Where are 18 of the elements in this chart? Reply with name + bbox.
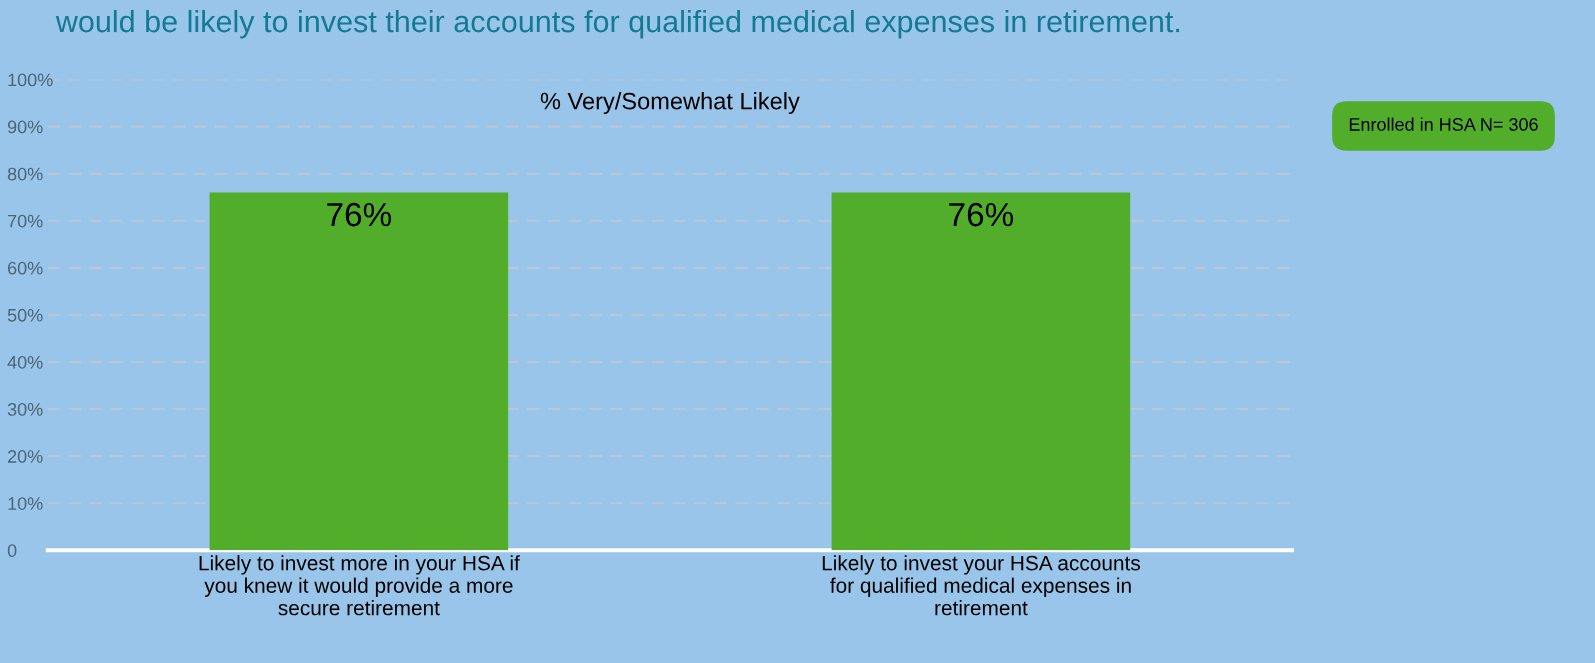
data-label: 76% <box>949 202 1014 227</box>
y-tick-label: 80% <box>7 167 43 181</box>
text: Enrolled in HSA N= 306 <box>1349 117 1538 131</box>
y-tick-label: 40% <box>7 355 43 369</box>
y-tick-label: 50% <box>7 308 43 322</box>
y-tick-label: 30% <box>7 403 43 416</box>
y-tick-label: 10% <box>8 497 43 510</box>
y-tick-label: 20% <box>7 450 43 463</box>
y-tick-label: 0 <box>7 544 17 558</box>
y-tick-label: 100% <box>8 73 53 87</box>
data-label: 76% <box>327 202 392 227</box>
chart-title: would be likely to invest their accounts for qualified medical expenses in retirement. <box>55 9 1180 39</box>
chart-subtitle: % Very/Somewhat Likely <box>540 92 800 115</box>
x-tick-label: Likely to invest more in your HSA if you knew it would provide a more secure retirement <box>199 555 520 616</box>
x-tick-label: Likely to invest your HSA accounts for qualified medical expenses in retirement <box>822 555 1140 616</box>
y-tick-label: 70% <box>8 214 43 228</box>
y-tick-label: 60% <box>8 261 43 275</box>
y-tick-label: 90% <box>7 120 43 134</box>
